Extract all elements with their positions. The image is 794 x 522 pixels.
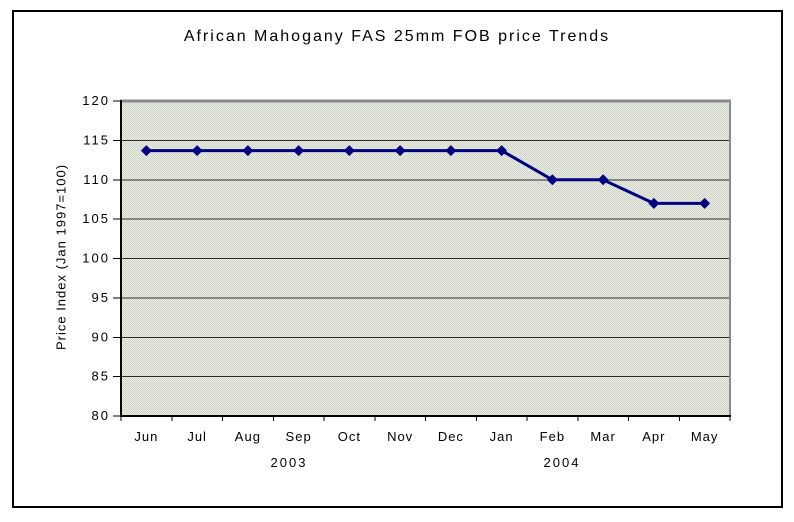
data-point-mar-110 xyxy=(597,174,609,186)
data-point-sep-113.7 xyxy=(293,145,305,157)
x-category-label-apr: Apr xyxy=(642,429,665,444)
y-tick-label-95: 95 xyxy=(92,290,110,305)
y-tick-label-105: 105 xyxy=(82,211,110,226)
x-category-label-sep: Sep xyxy=(286,429,312,444)
y-tick-label-80: 80 xyxy=(92,408,110,423)
data-point-oct-113.7 xyxy=(343,145,355,157)
x-category-label-jan: Jan xyxy=(490,429,514,444)
y-tick-label-110: 110 xyxy=(83,172,110,187)
data-point-feb-110 xyxy=(546,174,558,186)
y-tick-label-120: 120 xyxy=(82,93,110,108)
x-category-label-dec: Dec xyxy=(438,429,464,444)
x-year-label-2004: 2004 xyxy=(544,455,581,470)
x-category-label-jul: Jul xyxy=(187,429,207,444)
y-tick-label-115: 115 xyxy=(83,132,110,147)
data-point-nov-113.7 xyxy=(394,145,406,157)
chart-title: African Mahogany FAS 25mm FOB price Tren… xyxy=(183,28,611,45)
x-category-label-jun: Jun xyxy=(134,429,158,444)
x-category-label-nov: Nov xyxy=(387,429,413,444)
plot-layers: 80 85 90 95 100 105 110 115 120 Jun Jul Aug Sep Oct No… xyxy=(82,93,731,470)
y-tick-label-85: 85 xyxy=(92,369,110,384)
x-category-label-oct: Oct xyxy=(338,429,361,444)
data-point-aug-113.7 xyxy=(242,145,254,157)
y-tick-label-100: 100 xyxy=(82,251,110,266)
x-category-label-aug: Aug xyxy=(235,429,261,444)
price-series-line xyxy=(146,149,705,205)
data-point-may-107 xyxy=(699,197,711,209)
data-point-jun-113.7 xyxy=(140,145,152,157)
data-point-jan-113.7 xyxy=(496,145,508,157)
data-point-apr-107 xyxy=(648,197,660,209)
data-point-jul-113.7 xyxy=(191,145,203,157)
y-tick-label-90: 90 xyxy=(92,329,110,344)
x-category-label-mar: Mar xyxy=(590,429,615,444)
data-point-dec-113.7 xyxy=(445,145,457,157)
x-category-label-may: May xyxy=(691,429,719,444)
x-year-label-2003: 2003 xyxy=(271,455,308,470)
x-category-label-feb: Feb xyxy=(540,429,565,444)
